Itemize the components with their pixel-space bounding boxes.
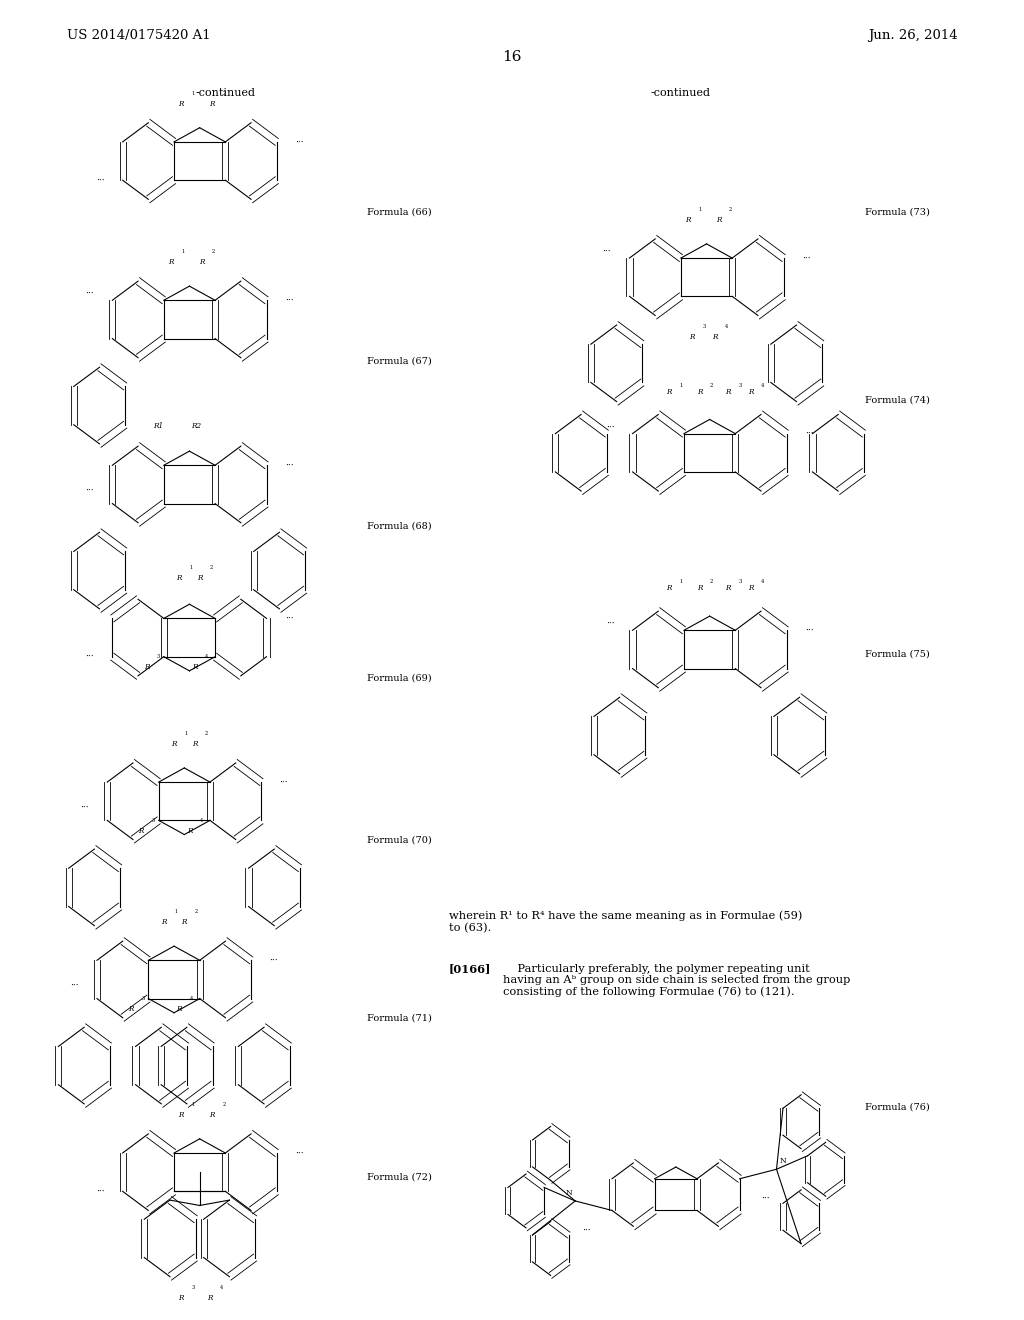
- Text: 2: 2: [195, 909, 198, 915]
- Text: 2: 2: [205, 731, 208, 737]
- Text: 3: 3: [152, 817, 155, 822]
- Text: Formula (74): Formula (74): [865, 396, 930, 405]
- Text: ···: ···: [280, 777, 288, 787]
- Text: R: R: [696, 388, 702, 396]
- Text: US 2014/0175420 A1: US 2014/0175420 A1: [67, 29, 210, 42]
- Text: R: R: [138, 826, 144, 834]
- Text: Formula (67): Formula (67): [367, 356, 431, 366]
- Text: R: R: [178, 100, 184, 108]
- Text: R: R: [178, 1111, 184, 1119]
- Text: ···: ···: [606, 619, 614, 628]
- Text: R: R: [696, 585, 702, 593]
- Text: Formula (75): Formula (75): [865, 649, 930, 659]
- Text: R: R: [209, 100, 215, 108]
- Text: 1: 1: [679, 383, 682, 388]
- Text: R: R: [666, 388, 672, 396]
- Text: 1: 1: [191, 1102, 195, 1107]
- Text: R: R: [725, 388, 731, 396]
- Text: R: R: [199, 259, 205, 267]
- Text: ···: ···: [802, 253, 810, 263]
- Text: R: R: [666, 585, 672, 593]
- Text: Formula (69): Formula (69): [367, 673, 431, 682]
- Text: ···: ···: [805, 429, 813, 438]
- Text: R: R: [207, 1294, 213, 1302]
- Text: [0166]: [0166]: [449, 964, 490, 974]
- Text: R1: R1: [153, 422, 163, 430]
- Text: R: R: [685, 216, 691, 224]
- Text: R: R: [689, 333, 695, 341]
- Text: 3: 3: [702, 323, 706, 329]
- Text: 1: 1: [191, 91, 195, 96]
- Text: wherein R¹ to R⁴ have the same meaning as in Formulae (59)
to (63).: wherein R¹ to R⁴ have the same meaning a…: [449, 911, 802, 933]
- Text: -continued: -continued: [196, 88, 255, 99]
- Text: R: R: [716, 216, 722, 224]
- Text: R: R: [178, 1294, 184, 1302]
- Text: ···: ···: [96, 176, 104, 185]
- Text: R: R: [186, 826, 193, 834]
- Text: R: R: [191, 741, 198, 748]
- Text: R: R: [197, 574, 203, 582]
- Text: 2: 2: [210, 565, 213, 570]
- Text: ···: ···: [285, 614, 293, 623]
- Text: Particularly preferably, the polymer repeating unit
having an Aᵇ group on side c: Particularly preferably, the polymer rep…: [503, 964, 850, 998]
- Text: R: R: [128, 1005, 134, 1012]
- Text: 3: 3: [191, 1286, 195, 1290]
- Text: ···: ···: [295, 137, 303, 147]
- Text: Formula (72): Formula (72): [367, 1172, 431, 1181]
- Text: 1: 1: [174, 909, 177, 915]
- Text: 2: 2: [212, 249, 215, 255]
- Text: 1: 1: [184, 731, 187, 737]
- Text: 4: 4: [761, 383, 764, 388]
- Text: 2: 2: [222, 91, 225, 96]
- Text: Formula (73): Formula (73): [865, 207, 930, 216]
- Text: ···: ···: [805, 626, 813, 635]
- Text: R2: R2: [191, 422, 202, 430]
- Text: 4: 4: [725, 323, 728, 329]
- Text: 2: 2: [222, 1102, 225, 1107]
- Text: Formula (71): Formula (71): [367, 1014, 431, 1023]
- Text: 4: 4: [200, 817, 203, 822]
- Text: R: R: [176, 574, 182, 582]
- Text: R: R: [748, 388, 754, 396]
- Text: ···: ···: [86, 652, 94, 661]
- Text: N: N: [779, 1158, 786, 1166]
- Text: 4: 4: [761, 579, 764, 585]
- Text: Formula (76): Formula (76): [865, 1102, 930, 1111]
- Text: Jun. 26, 2014: Jun. 26, 2014: [867, 29, 957, 42]
- Text: 1: 1: [189, 565, 193, 570]
- Text: R: R: [143, 663, 150, 671]
- Text: 4: 4: [205, 653, 208, 659]
- Text: ···: ···: [71, 981, 79, 990]
- Text: 1: 1: [698, 207, 701, 213]
- Text: R: R: [176, 1005, 182, 1012]
- Text: -continued: -continued: [651, 88, 711, 99]
- Text: ···: ···: [606, 422, 614, 432]
- Text: ···: ···: [96, 1187, 104, 1196]
- Text: R: R: [209, 1111, 215, 1119]
- Text: ···: ···: [285, 461, 293, 470]
- Text: R: R: [712, 333, 718, 341]
- Text: 4: 4: [220, 1286, 223, 1290]
- Text: ···: ···: [285, 296, 293, 305]
- Text: R: R: [168, 259, 174, 267]
- Text: ···: ···: [582, 1226, 591, 1234]
- Text: 3: 3: [141, 995, 144, 1001]
- Text: 2: 2: [710, 579, 713, 585]
- Text: N: N: [565, 1189, 572, 1197]
- Text: 4: 4: [189, 995, 193, 1001]
- Text: ···: ···: [603, 247, 611, 256]
- Text: 3: 3: [738, 579, 741, 585]
- Text: R: R: [191, 663, 198, 671]
- Text: Formula (68): Formula (68): [367, 521, 431, 531]
- Text: R: R: [161, 919, 167, 927]
- Text: Formula (70): Formula (70): [367, 836, 431, 845]
- Text: 3: 3: [157, 653, 160, 659]
- Text: ···: ···: [269, 956, 278, 965]
- Text: 3: 3: [738, 383, 741, 388]
- Text: R: R: [171, 741, 177, 748]
- Text: R: R: [748, 585, 754, 593]
- Text: R: R: [725, 585, 731, 593]
- Text: 1: 1: [679, 579, 682, 585]
- Text: ···: ···: [86, 486, 94, 495]
- Text: Formula (66): Formula (66): [367, 207, 431, 216]
